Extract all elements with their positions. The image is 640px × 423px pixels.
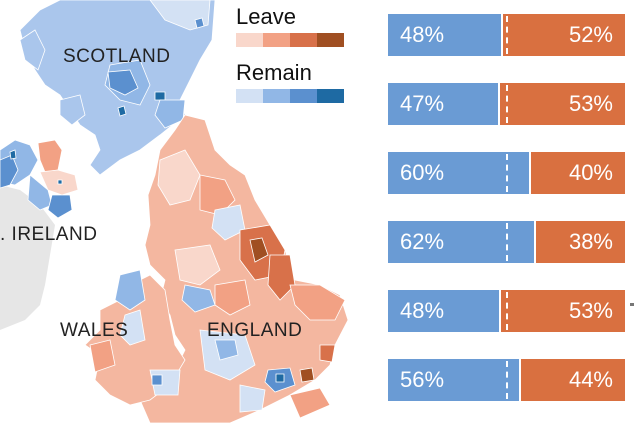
legend-remain-swatch-1: [236, 89, 263, 103]
remain-share: 56%: [388, 359, 519, 401]
legend-remain-swatch-4: [317, 89, 344, 103]
remain-share: 47%: [388, 83, 498, 125]
fifty-percent-line: [506, 292, 508, 330]
result-bar-4: 62% 38%: [388, 221, 625, 263]
scotland-region[interactable]: [19, 0, 216, 176]
fifty-percent-line: [506, 16, 508, 54]
remain-share: 62%: [388, 221, 534, 263]
remain-share: 60%: [388, 152, 529, 194]
fifty-percent-line: [506, 85, 508, 123]
legend-remain-swatch-2: [263, 89, 290, 103]
edge-tick-mark: [630, 303, 634, 306]
leave-share: 44%: [521, 359, 625, 401]
northern-ireland-label: . IRELAND: [0, 224, 98, 245]
legend-leave-swatch-1: [236, 33, 263, 47]
result-bar-6: 56% 44%: [388, 359, 625, 401]
legend-leave-swatch-2: [263, 33, 290, 47]
legend-remain-swatch-3: [290, 89, 317, 103]
legend-leave-title: Leave: [236, 4, 296, 29]
leave-share: 53%: [500, 83, 625, 125]
leave-share: 38%: [536, 221, 625, 263]
legend-leave-swatch-3: [290, 33, 317, 47]
northern-ireland-region[interactable]: [0, 139, 79, 219]
wales-region[interactable]: [84, 269, 186, 406]
result-bar-5: 48% 53%: [388, 290, 625, 332]
result-bar-2: 47% 53%: [388, 83, 625, 125]
legend-remain-scale: [236, 89, 344, 103]
wales-label: WALES: [60, 320, 129, 341]
fifty-percent-line: [506, 154, 508, 192]
uk-referendum-map: [0, 0, 349, 423]
leave-share: 52%: [503, 14, 625, 56]
england-region[interactable]: [139, 114, 349, 423]
england-label: ENGLAND: [207, 320, 303, 341]
republic-of-ireland-land: [0, 185, 55, 330]
remain-share: 48%: [388, 14, 501, 56]
fifty-percent-line: [506, 223, 508, 261]
result-bar-1: 48% 52%: [388, 14, 625, 56]
scotland-label: SCOTLAND: [63, 46, 171, 67]
leave-share: 40%: [531, 152, 625, 194]
remain-share: 48%: [388, 290, 499, 332]
fifty-percent-line: [506, 361, 508, 399]
legend-remain-title: Remain: [236, 60, 312, 85]
legend-leave-swatch-4: [317, 33, 344, 47]
leave-share: 53%: [501, 290, 625, 332]
result-bar-3: 60% 40%: [388, 152, 625, 194]
legend-leave-scale: [236, 33, 344, 47]
